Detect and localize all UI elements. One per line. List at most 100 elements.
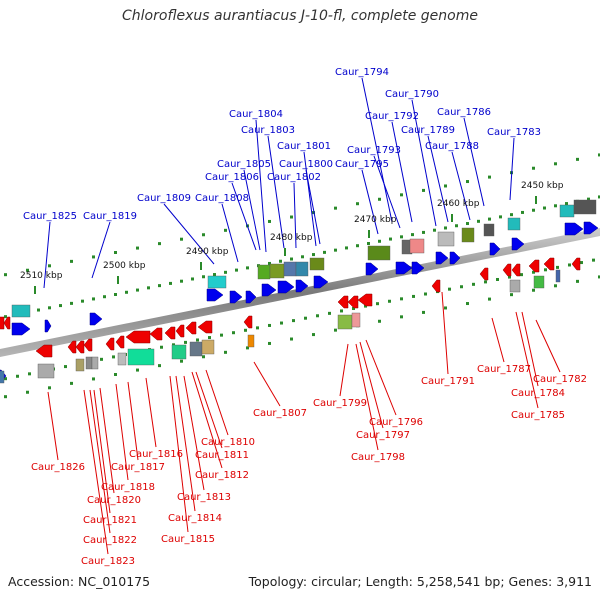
forward-gene-label-leader <box>391 121 413 223</box>
inner-reverse-dots <box>316 314 319 318</box>
forward-gene-label: Caur_1795 <box>335 159 389 170</box>
scale-tick-mark <box>535 196 537 204</box>
forward-gene-arrow <box>277 280 295 294</box>
inner-reverse-dots <box>472 282 475 286</box>
gene-feature-block <box>85 356 93 370</box>
outer-reverse-dots <box>532 288 535 292</box>
inner-forward-dots <box>81 299 84 303</box>
outer-reverse-dots <box>444 306 447 310</box>
reverse-gene-label: Caur_1782 <box>533 374 587 385</box>
scale-tick-mark <box>451 214 453 222</box>
inner-forward-dots <box>455 224 458 228</box>
reverse-gene-arrow <box>347 295 359 309</box>
reverse-gene-arrow <box>431 279 441 293</box>
inner-forward-dots <box>59 304 62 308</box>
gene-feature-block <box>269 263 285 279</box>
forward-gene-label-leader <box>303 151 317 247</box>
reverse-gene-arrow <box>337 295 349 309</box>
outer-forward-dots <box>136 246 139 250</box>
genome-summary-text: Topology: circular; Length: 5,258,541 bp… <box>248 574 592 589</box>
inner-forward-dots <box>180 279 183 283</box>
reverse-gene-label: Caur_1784 <box>511 388 565 399</box>
inner-forward-dots <box>510 213 513 217</box>
outer-reverse-dots <box>224 350 227 354</box>
forward-gene-arrow <box>365 262 379 276</box>
outer-reverse-dots <box>70 381 73 385</box>
outer-forward-dots <box>466 180 469 184</box>
reverse-gene-label: Caur_1820 <box>87 495 141 506</box>
scale-tick-label: 2500 kbp <box>103 261 146 271</box>
gene-feature-block <box>257 264 271 280</box>
gene-feature-block <box>127 348 155 366</box>
reverse-gene-arrow <box>243 315 253 329</box>
reverse-gene-label: Caur_1811 <box>195 450 249 461</box>
outer-reverse-dots <box>180 359 183 363</box>
outer-reverse-dots <box>158 364 161 368</box>
forward-gene-label: Caur_1800 <box>279 159 333 170</box>
outer-reverse-dots <box>202 355 205 359</box>
inner-reverse-dots <box>364 304 367 308</box>
outer-reverse-dots <box>466 302 469 306</box>
reverse-gene-label: Caur_1798 <box>351 452 405 463</box>
reverse-gene-arrow <box>175 324 185 338</box>
reverse-gene-label: Caur_1785 <box>511 410 565 421</box>
outer-reverse-dots <box>488 297 491 301</box>
forward-gene-label: Caur_1802 <box>267 172 321 183</box>
reverse-gene-arrow <box>149 327 163 341</box>
reverse-gene-label-leader <box>175 375 196 512</box>
forward-gene-label-leader <box>243 169 261 251</box>
inner-forward-dots <box>477 219 480 223</box>
inner-forward-dots <box>334 248 337 252</box>
reverse-gene-arrow <box>125 330 151 344</box>
outer-reverse-dots <box>312 333 315 337</box>
outer-forward-dots <box>268 219 271 223</box>
inner-forward-dots <box>323 250 326 254</box>
gene-feature-block <box>0 370 5 384</box>
scale-tick-mark <box>34 286 36 294</box>
reverse-gene-label: Caur_1823 <box>81 556 135 567</box>
reverse-gene-label-leader <box>355 343 379 451</box>
inner-reverse-dots <box>244 328 247 332</box>
inner-forward-dots <box>433 228 436 232</box>
outer-forward-dots <box>400 193 403 197</box>
forward-gene-label: Caur_1808 <box>195 193 249 204</box>
forward-gene-label: Caur_1790 <box>385 89 439 100</box>
scale-tick-label: 2460 kbp <box>437 199 480 209</box>
inner-forward-dots <box>444 226 447 230</box>
inner-forward-dots <box>4 315 7 319</box>
outer-forward-dots <box>598 153 600 157</box>
gene-feature-block <box>337 314 353 330</box>
outer-forward-dots <box>554 162 557 166</box>
reverse-gene-arrow <box>0 316 5 330</box>
inner-reverse-dots <box>184 340 187 344</box>
forward-gene-label: Caur_1805 <box>217 159 271 170</box>
reverse-gene-label: Caur_1818 <box>101 482 155 493</box>
outer-reverse-dots <box>26 390 29 394</box>
inner-reverse-dots <box>400 297 403 301</box>
forward-gene-label: Caur_1801 <box>277 141 331 152</box>
inner-reverse-dots <box>328 311 331 315</box>
outer-reverse-dots <box>422 310 425 314</box>
reverse-gene-arrow <box>75 340 85 354</box>
gene-feature-block <box>573 199 597 215</box>
gene-feature-block <box>295 261 309 277</box>
reverse-gene-label-leader <box>89 389 111 534</box>
inner-reverse-dots <box>580 261 583 265</box>
inner-reverse-dots <box>112 355 115 359</box>
inner-reverse-dots <box>100 357 103 361</box>
reverse-gene-arrow <box>511 263 521 277</box>
accession-text: Accession: NC_010175 <box>8 574 151 589</box>
outer-reverse-dots <box>334 328 337 332</box>
inner-forward-dots <box>554 204 557 208</box>
inner-forward-dots <box>136 288 139 292</box>
outer-forward-dots <box>224 228 227 232</box>
inner-reverse-dots <box>520 273 523 277</box>
outer-reverse-dots <box>4 395 7 399</box>
scale-tick-mark <box>284 248 286 256</box>
inner-forward-dots <box>565 202 568 206</box>
forward-gene-arrow <box>313 275 329 289</box>
inner-forward-dots <box>466 222 469 226</box>
reverse-gene-label-leader <box>169 375 189 533</box>
forward-gene-label-leader <box>463 117 485 207</box>
